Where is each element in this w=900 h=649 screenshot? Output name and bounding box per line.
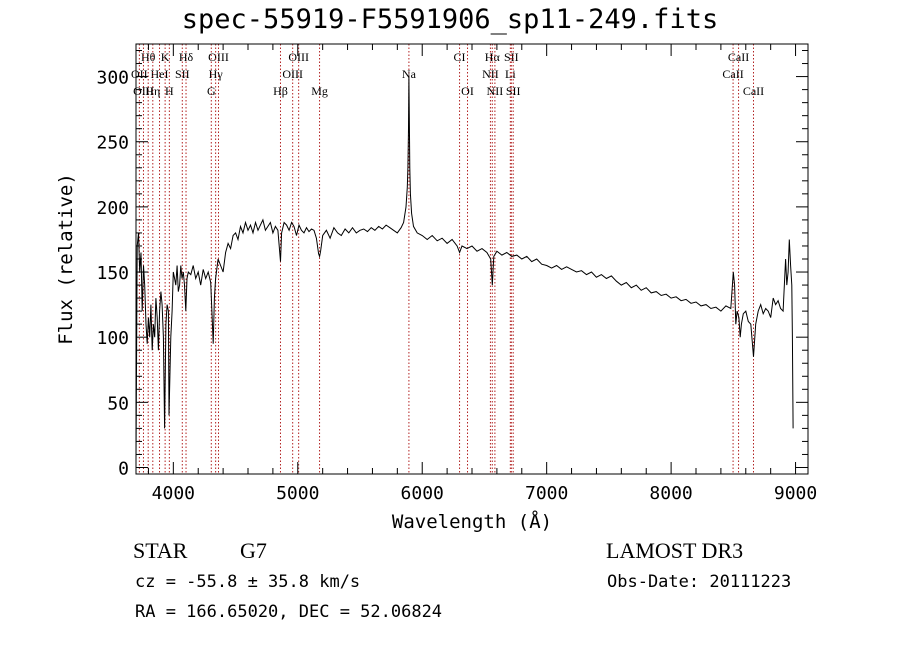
y-tick-label: 200 xyxy=(96,198,129,219)
y-axis-label: Flux (relative) xyxy=(55,173,77,345)
x-axis-label: Wavelength (Å) xyxy=(392,510,552,533)
spectral-line-label: Hβ xyxy=(273,84,288,98)
spectral-line-label: NII xyxy=(482,67,499,81)
y-tick-label: 300 xyxy=(96,68,129,89)
spectral-line-label: OII xyxy=(131,67,148,81)
spectral-line-label: Hγ xyxy=(209,67,224,81)
y-tick-label: 100 xyxy=(96,328,129,349)
ra-dec-coordinates: RA = 166.65020, DEC = 52.06824 xyxy=(135,602,443,622)
spectral-line-label: H xyxy=(165,84,174,98)
spectral-line-label: OIII xyxy=(208,50,229,64)
spectral-line-label: Hα xyxy=(485,50,501,64)
object-class: STAR xyxy=(133,538,188,563)
spectral-line-label: SII xyxy=(506,84,521,98)
spectral-line-label: Hθ xyxy=(141,50,156,64)
observation-date: Obs-Date: 20111223 xyxy=(607,572,792,592)
spectral-line-label: CaII xyxy=(722,67,743,81)
spectral-line-label: CaII xyxy=(743,84,764,98)
y-tick-label: 50 xyxy=(107,393,129,414)
spectral-line-label: Hη xyxy=(145,84,160,98)
spectral-line-label: Li xyxy=(505,67,516,81)
y-axis: 0 50 100 150 200 250 300 xyxy=(96,50,808,479)
y-tick-label: 0 xyxy=(118,458,129,479)
x-axis: 4000 5000 6000 7000 8000 9000 xyxy=(147,44,817,504)
plot-frame xyxy=(135,43,809,475)
y-tick-label: 150 xyxy=(96,263,129,284)
spectral-line-label: SII xyxy=(175,67,190,81)
x-tick-label: 5000 xyxy=(276,483,319,504)
spectral-line-label: OIII xyxy=(282,67,303,81)
spectral-line-label: K xyxy=(161,50,170,64)
spectral-line-label: CI xyxy=(454,50,466,64)
x-tick-label: 4000 xyxy=(152,483,195,504)
x-tick-label: 9000 xyxy=(774,483,817,504)
spectral-line-label: OIII xyxy=(133,84,154,98)
y-tick-label: 250 xyxy=(96,133,129,154)
redshift-cz: cz = -55.8 ± 35.8 km/s xyxy=(135,572,361,592)
spectral-line-label: HeI xyxy=(151,67,169,81)
chart-title: spec-55919-F5591906_sp11-249.fits xyxy=(181,4,719,35)
object-subclass: G7 xyxy=(240,538,267,563)
spectral-line-label: Hδ xyxy=(179,50,194,64)
x-tick-label: 8000 xyxy=(649,483,692,504)
x-tick-label: 7000 xyxy=(525,483,568,504)
spectral-line-label: G xyxy=(207,84,216,98)
spectral-line-label: OI xyxy=(461,84,474,98)
spectral-line-label: CaII xyxy=(728,50,749,64)
spectral-line-label: Mg xyxy=(311,84,328,98)
spectral-line-label: SII xyxy=(504,50,519,64)
spectral-line-label: Na xyxy=(402,67,417,81)
spectral-line-label: NII xyxy=(487,84,504,98)
spectrum-line xyxy=(135,76,794,462)
x-tick-label: 6000 xyxy=(401,483,444,504)
spectral-line-label: OIII xyxy=(288,50,309,64)
survey-name: LAMOST DR3 xyxy=(606,538,744,563)
